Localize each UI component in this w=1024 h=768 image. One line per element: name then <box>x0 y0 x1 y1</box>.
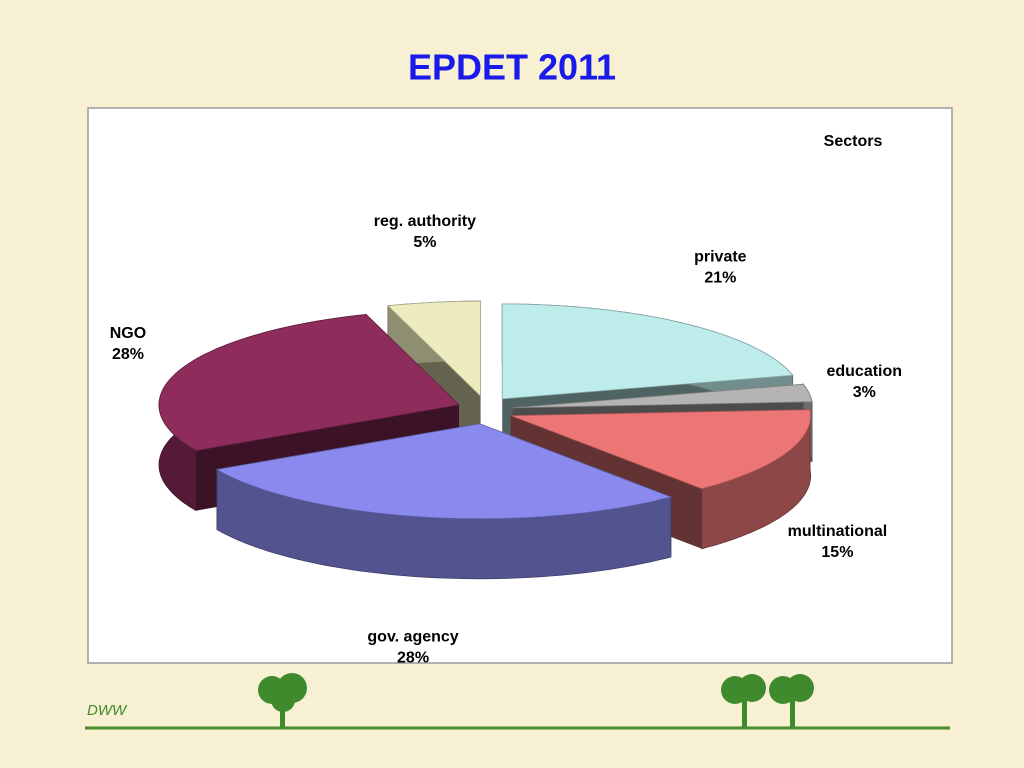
data-label-name: gov. agency <box>367 629 458 646</box>
data-label-name: private <box>694 249 747 266</box>
slice <box>510 409 812 490</box>
slice <box>387 300 482 457</box>
slice <box>512 383 813 409</box>
slice <box>158 314 460 452</box>
slice <box>215 423 673 580</box>
data-label-value: 21% <box>704 270 736 287</box>
footer-trees <box>258 673 814 728</box>
legend-title: Sectors <box>824 133 883 150</box>
data-label-value: 5% <box>413 234 436 251</box>
data-label-value: 28% <box>112 346 144 363</box>
pie <box>158 300 813 580</box>
data-label-name: education <box>826 363 902 380</box>
data-label-name: reg. authority <box>374 213 476 230</box>
footer-text: DWW <box>87 702 128 719</box>
data-label-name: NGO <box>110 325 146 342</box>
data-label-value: 15% <box>821 544 853 561</box>
data-label-name: multinational <box>788 523 888 540</box>
slice <box>501 303 794 400</box>
data-label-value: 28% <box>397 650 429 667</box>
slice <box>215 423 673 520</box>
chart-title: EPDET 2011 <box>408 47 616 88</box>
slice <box>387 300 482 398</box>
data-label-value: 3% <box>853 384 876 401</box>
